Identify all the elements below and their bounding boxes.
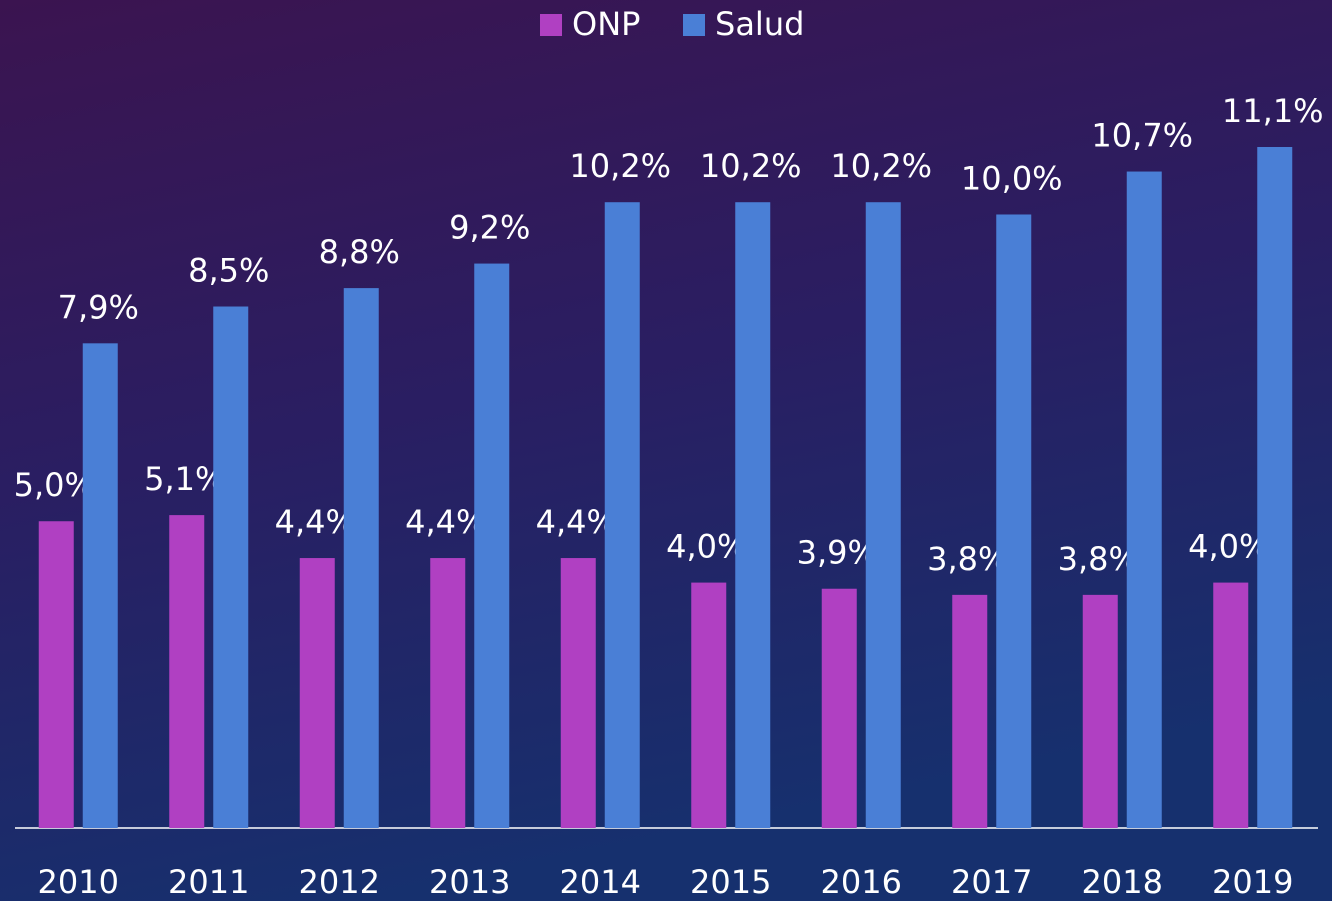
data-label: 9,2% <box>449 209 530 247</box>
data-label: 4,4% <box>405 503 486 541</box>
legend-swatch <box>683 14 705 36</box>
x-tick-label: 2010 <box>38 863 119 901</box>
data-label: 4,0% <box>666 528 747 566</box>
data-label: 7,9% <box>58 288 139 326</box>
bar <box>299 558 335 828</box>
bar <box>38 521 74 828</box>
bar <box>735 202 771 829</box>
legend-swatch <box>540 14 562 36</box>
data-label: 10,0% <box>961 159 1063 197</box>
bar <box>343 288 379 828</box>
bar <box>169 515 205 828</box>
data-label: 4,4% <box>275 503 356 541</box>
x-tick-label: 2015 <box>690 863 771 901</box>
bar <box>1213 582 1249 828</box>
data-label: 5,1% <box>144 460 225 498</box>
data-label: 4,0% <box>1188 528 1269 566</box>
x-tick-label: 2014 <box>560 863 641 901</box>
legend-label: Salud <box>715 5 804 43</box>
bar <box>996 214 1032 829</box>
bar <box>1257 147 1293 828</box>
data-label: 3,8% <box>927 540 1008 578</box>
bar <box>865 202 901 829</box>
bar <box>952 594 988 828</box>
data-label: 3,9% <box>797 534 878 572</box>
bar <box>474 263 510 828</box>
x-tick-label: 2016 <box>821 863 902 901</box>
bar <box>821 588 857 828</box>
bar <box>691 582 727 828</box>
x-tick-label: 2019 <box>1212 863 1293 901</box>
x-tick-label: 2012 <box>299 863 380 901</box>
bar <box>430 558 466 828</box>
data-label: 10,2% <box>700 147 802 185</box>
bar <box>82 343 118 828</box>
x-tick-label: 2018 <box>1082 863 1163 901</box>
bar <box>1082 594 1118 828</box>
data-label: 5,0% <box>14 466 95 504</box>
data-label: 10,7% <box>1091 117 1193 155</box>
bar <box>560 558 596 828</box>
data-label: 10,2% <box>830 147 932 185</box>
bar <box>604 202 640 829</box>
x-tick-label: 2011 <box>168 863 249 901</box>
data-label: 8,5% <box>188 252 269 290</box>
bar <box>213 306 249 828</box>
legend-label: ONP <box>572 5 640 43</box>
x-tick-label: 2013 <box>429 863 510 901</box>
data-label: 4,4% <box>536 503 617 541</box>
bar <box>1126 171 1162 829</box>
x-tick-label: 2017 <box>951 863 1032 901</box>
data-label: 3,8% <box>1058 540 1139 578</box>
data-label: 8,8% <box>319 233 400 271</box>
data-label: 11,1% <box>1222 92 1324 130</box>
data-label: 10,2% <box>569 147 671 185</box>
